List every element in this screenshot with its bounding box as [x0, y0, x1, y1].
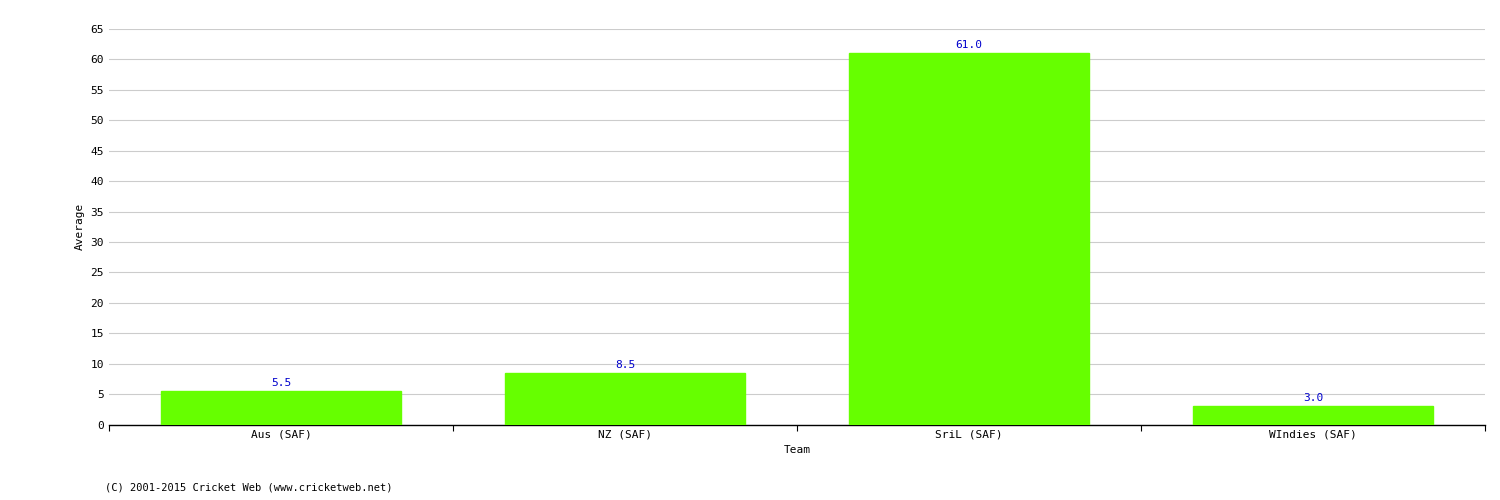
Bar — [1192, 406, 1434, 424]
Text: (C) 2001-2015 Cricket Web (www.cricketweb.net): (C) 2001-2015 Cricket Web (www.cricketwe… — [105, 482, 393, 492]
Bar — [849, 54, 1089, 424]
X-axis label: Team: Team — [783, 445, 810, 455]
Text: 8.5: 8.5 — [615, 360, 634, 370]
Bar — [504, 373, 746, 424]
Y-axis label: Average: Average — [75, 203, 86, 250]
Bar — [160, 391, 402, 424]
Text: 3.0: 3.0 — [1304, 394, 1323, 404]
Text: 61.0: 61.0 — [956, 40, 982, 50]
Text: 5.5: 5.5 — [272, 378, 291, 388]
